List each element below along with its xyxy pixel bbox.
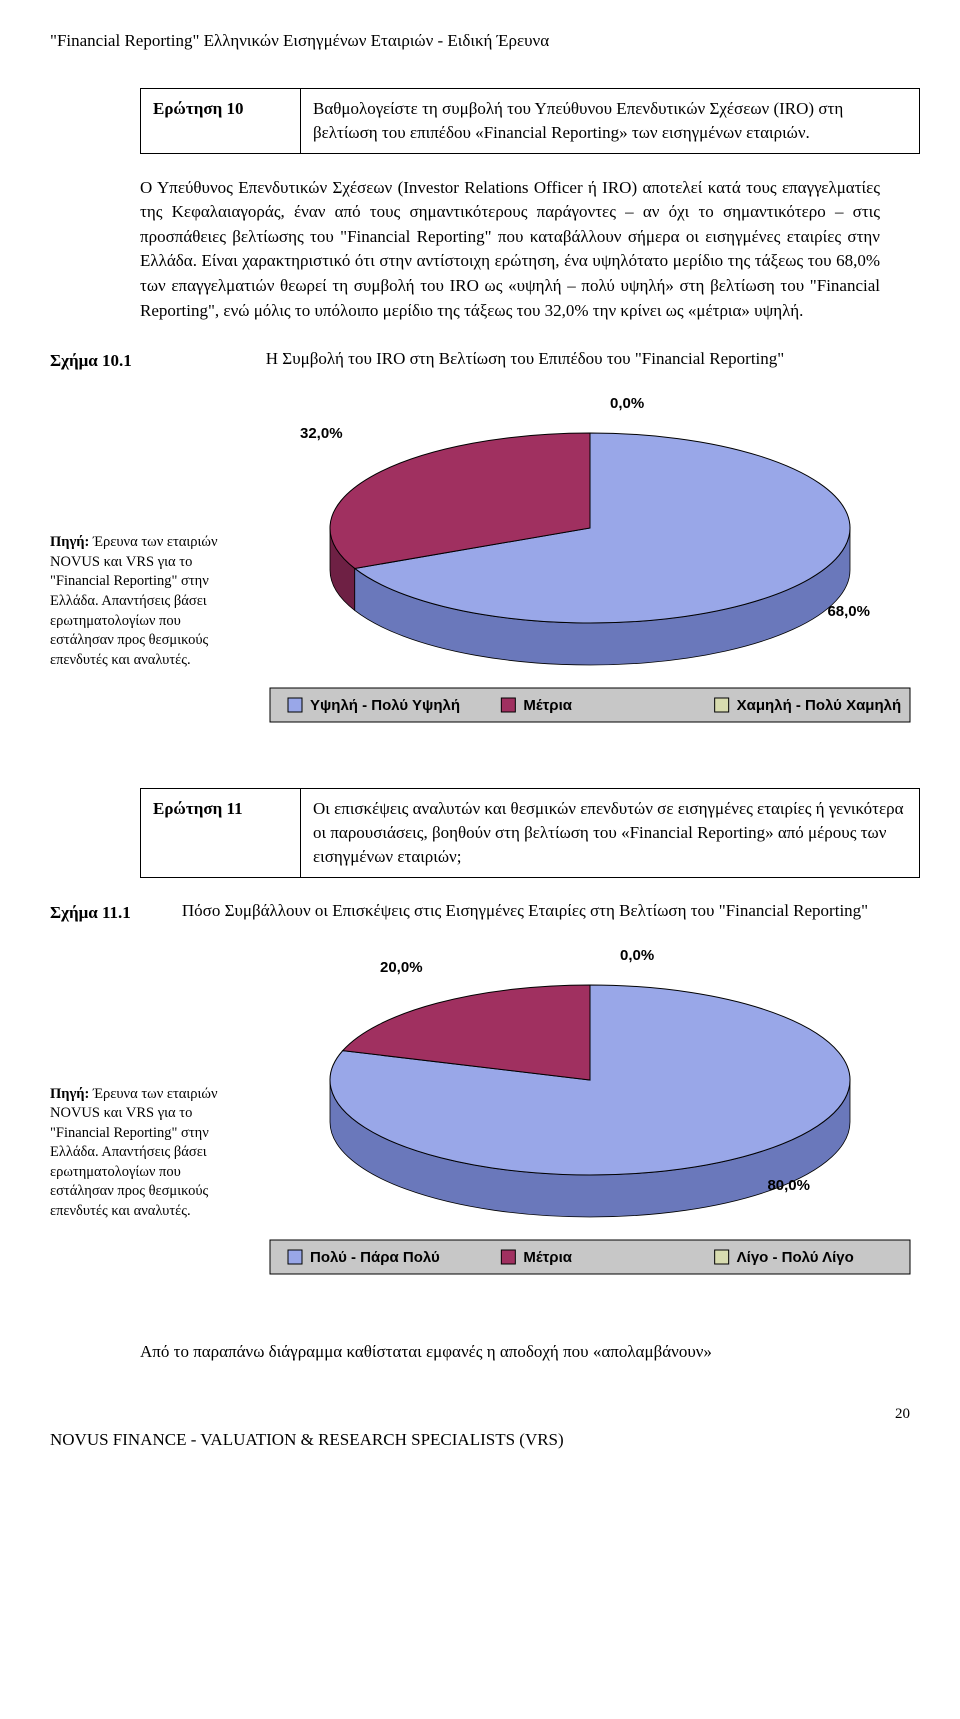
source-note-11: Πηγή: Έρευνα των εταιριών NOVUS και VRS … (50, 1085, 235, 1222)
svg-text:Χαμηλή - Πολύ Χαμηλή: Χαμηλή - Πολύ Χαμηλή (737, 697, 901, 714)
question-10-table: Ερώτηση 10 Βαθμολογείστε τη συμβολή του … (140, 88, 920, 154)
figure-11-label: Σχήμα 11.1 (50, 900, 180, 925)
question-11-label: Ερώτηση 11 (141, 789, 301, 877)
source-11-bold: Πηγή: (50, 1086, 89, 1102)
source-11-text: Έρευνα των εταιριών NOVUS και VRS για το… (50, 1086, 218, 1219)
paragraph-after-11: Από το παραπάνω διάγραμμα καθίσταται εμφ… (140, 1340, 880, 1365)
svg-text:32,0%: 32,0% (300, 425, 343, 442)
svg-text:0,0%: 0,0% (620, 947, 654, 964)
figure-10-header: Σχήμα 10.1 Η Συμβολή του IRO στη Βελτίωσ… (50, 348, 910, 373)
paragraph-10: Ο Υπεύθυνος Επενδυτικών Σχέσεων (Investo… (140, 176, 880, 324)
svg-text:68,0%: 68,0% (827, 603, 870, 620)
svg-text:0,0%: 0,0% (610, 395, 644, 412)
source-note-10: Πηγή: Έρευνα των εταιριών NOVUS και VRS … (50, 533, 235, 670)
svg-text:80,0%: 80,0% (767, 1177, 810, 1194)
question-10-text: Βαθμολογείστε τη συμβολή του Υπεύθυνου Ε… (301, 88, 920, 153)
figure-10-title: Η Συμβολή του IRO στη Βελτίωση του Επιπέ… (180, 348, 910, 373)
svg-text:Μέτρια: Μέτρια (523, 697, 572, 714)
svg-text:Υψηλή - Πολύ Υψηλή: Υψηλή - Πολύ Υψηλή (310, 697, 460, 714)
page-footer: 20 NOVUS FINANCE - VALUATION & RESEARCH … (50, 1404, 910, 1451)
question-11-table: Ερώτηση 11 Οι επισκέψεις αναλυτών και θε… (140, 788, 920, 877)
svg-text:20,0%: 20,0% (380, 959, 423, 976)
source-10-text: Έρευνα των εταιριών NOVUS και VRS για το… (50, 534, 218, 667)
footer-text: NOVUS FINANCE - VALUATION & RESEARCH SPE… (50, 1429, 910, 1452)
chart-11-area: Πηγή: Έρευνα των εταιριών NOVUS και VRS … (50, 930, 910, 1310)
chart-11-svg: 0,0% 20,0% 80,0% Πολύ - Πάρα Πολύ Μέτρια Λίγο… (250, 930, 930, 1310)
figure-11-header: Σχήμα 11.1 Πόσο Συμβάλλουν οι Επισκέψεις… (50, 900, 910, 925)
svg-text:Λίγο - Πολύ Λίγο: Λίγο - Πολύ Λίγο (737, 1249, 854, 1266)
chart-10-area: Πηγή: Έρευνα των εταιριών NOVUS και VRS … (50, 378, 910, 758)
question-10-label: Ερώτηση 10 (141, 88, 301, 153)
page-number: 20 (50, 1404, 910, 1424)
question-11-text: Οι επισκέψεις αναλυτών και θεσμικών επεν… (301, 789, 920, 877)
chart-10-svg: 0,0% 32,0% 68,0% Υψηλή - Πολύ Υψηλή Μέτρια Χα… (250, 378, 930, 758)
page-header: "Financial Reporting" Ελληνικών Εισηγμέν… (50, 30, 910, 53)
source-10-bold: Πηγή: (50, 534, 89, 550)
figure-11-title: Πόσο Συμβάλλουν οι Επισκέψεις στις Εισηγ… (180, 900, 910, 925)
svg-text:Μέτρια: Μέτρια (523, 1249, 572, 1266)
figure-10-label: Σχήμα 10.1 (50, 348, 180, 373)
svg-text:Πολύ - Πάρα Πολύ: Πολύ - Πάρα Πολύ (310, 1249, 440, 1266)
